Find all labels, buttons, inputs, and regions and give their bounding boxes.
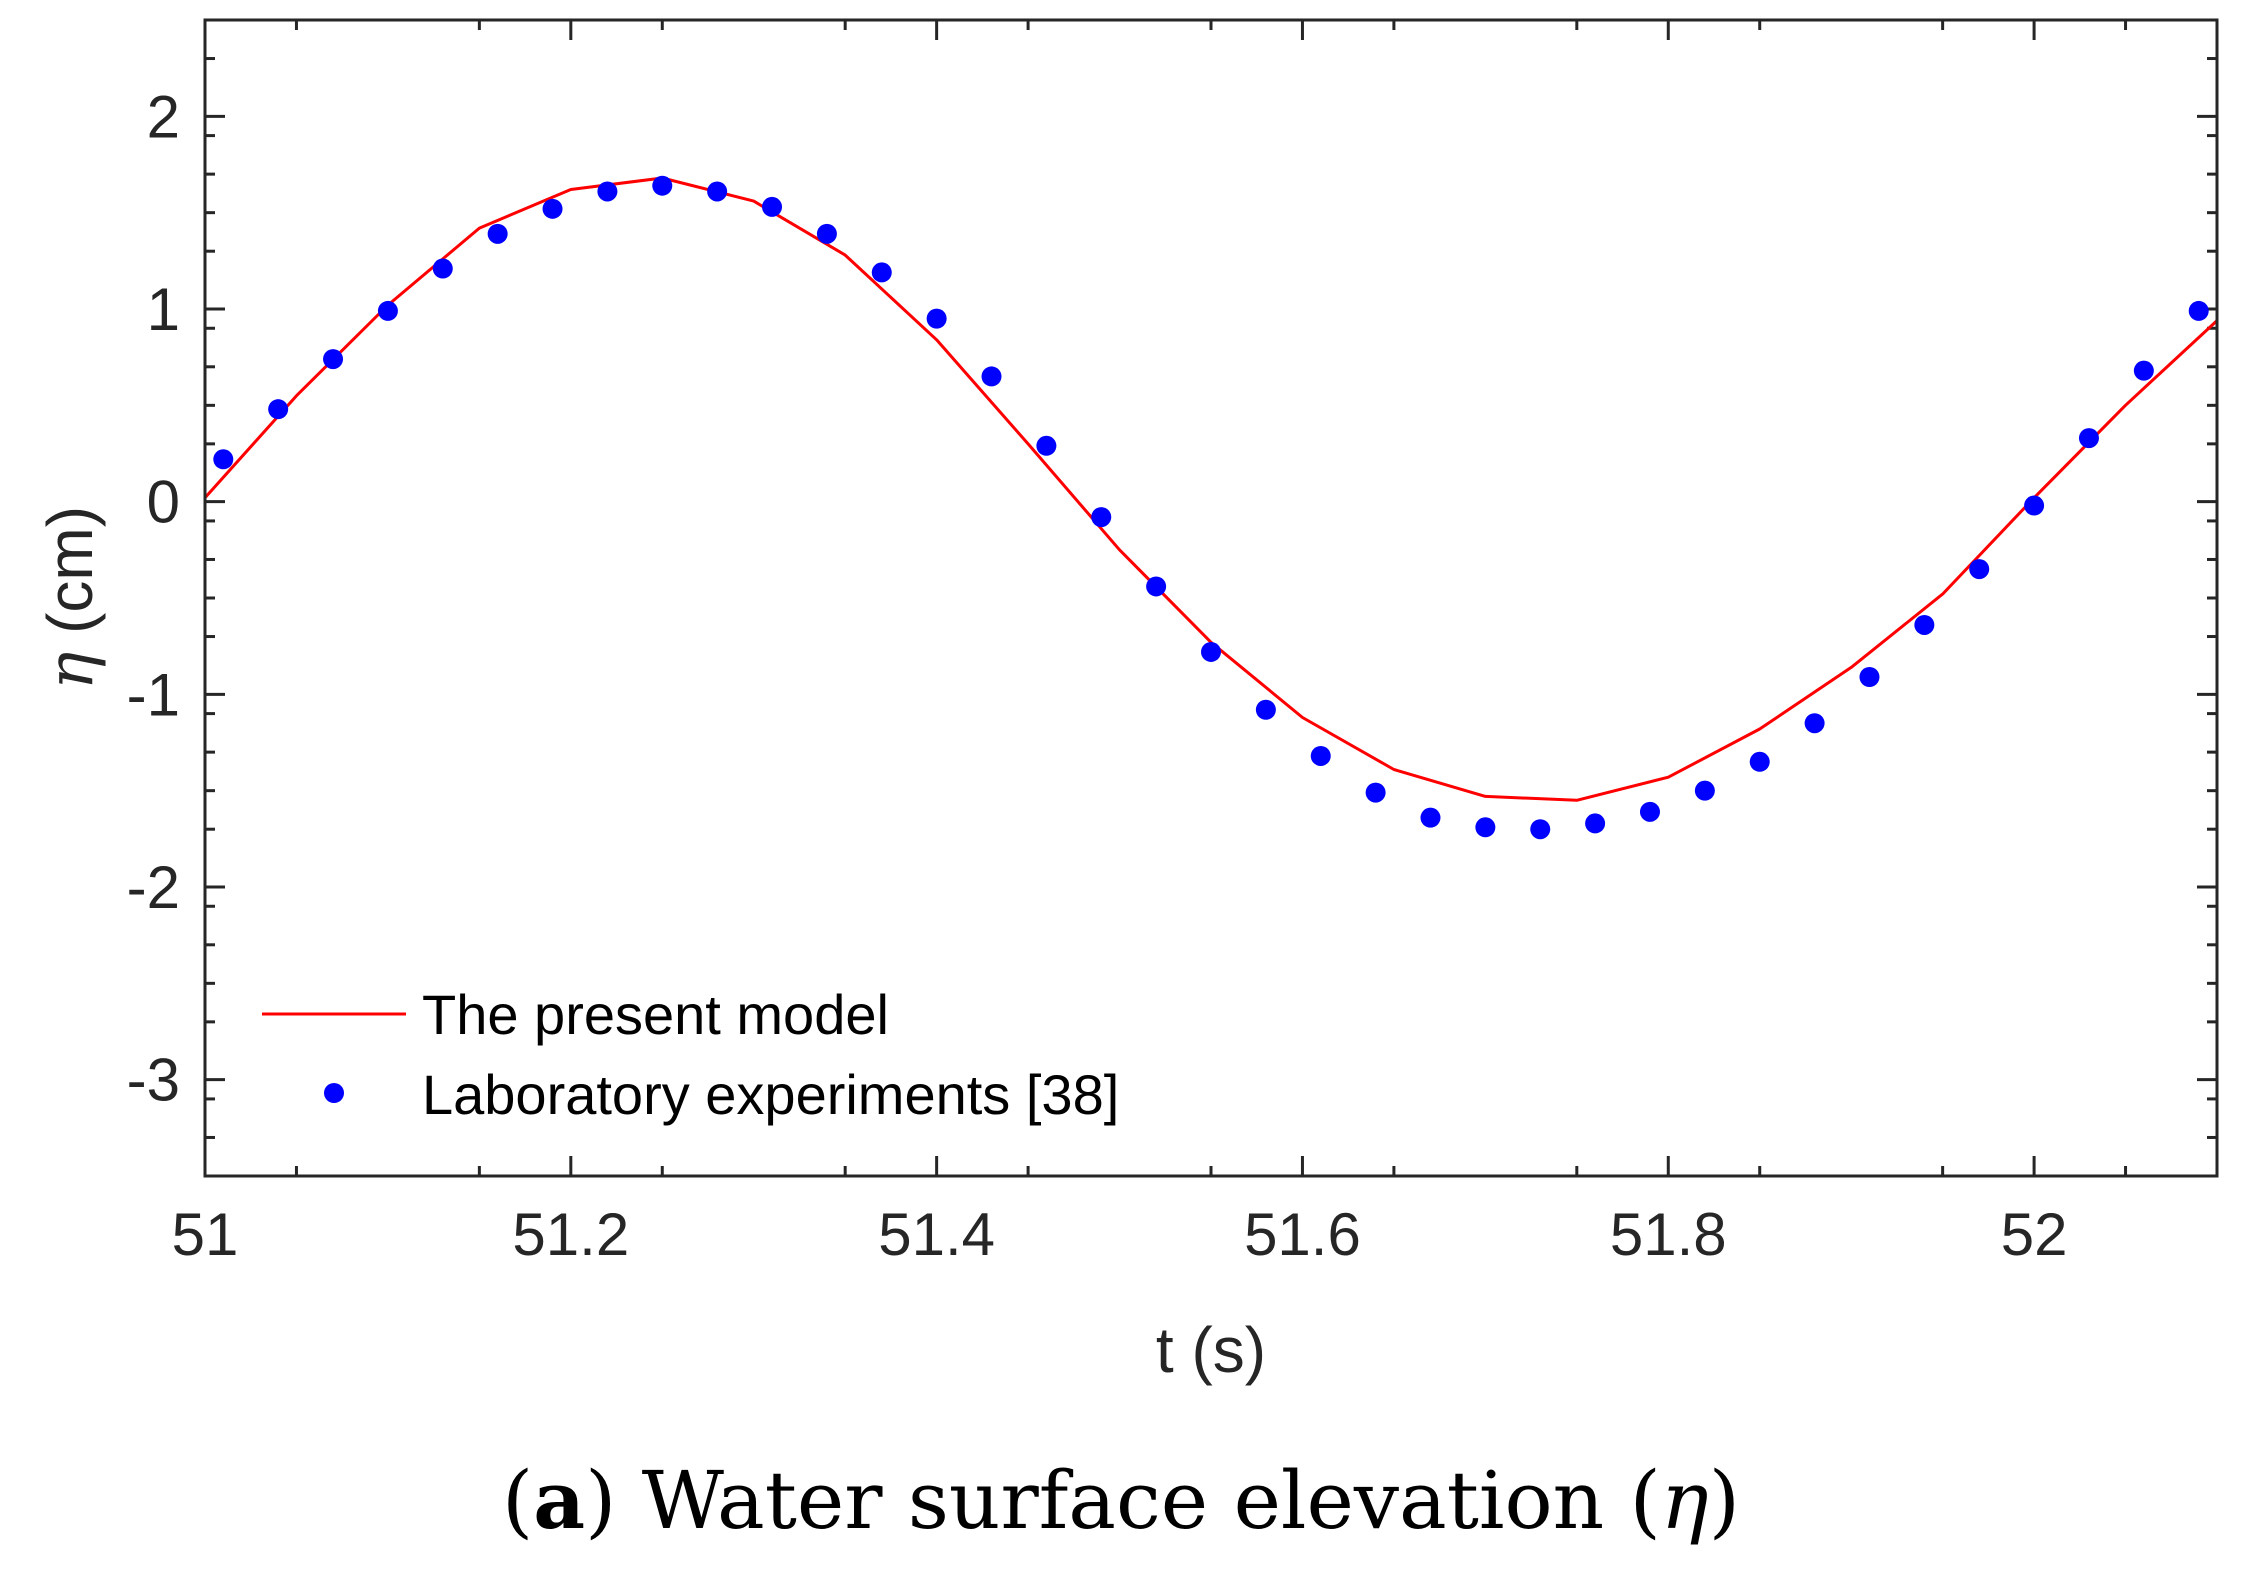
caption-symbol: η: [1661, 1454, 1709, 1547]
x-tick-labels: 51 51.2 51.4 51.6 51.8 52: [172, 1201, 2068, 1268]
plot-area-frame: [203, 18, 2219, 1178]
y-axis-label: η (cm): [34, 506, 108, 690]
data-point: [1969, 559, 1990, 580]
data-point: [1530, 819, 1551, 840]
caption: (a) Water surface elevation (η): [502, 1453, 1740, 1547]
data-point: [1365, 782, 1386, 803]
y-tick-label: 0: [147, 469, 180, 536]
data-point: [652, 175, 673, 196]
x-tick-label: 51.6: [1244, 1201, 1361, 1268]
caption-text: Water surface elevation (: [642, 1454, 1661, 1547]
x-axis-label: t (s): [1156, 1314, 1266, 1386]
data-point: [762, 196, 783, 217]
data-point: [2188, 300, 2209, 321]
x-tick-label: 51: [172, 1201, 239, 1268]
data-point: [268, 399, 289, 420]
data-point: [1585, 813, 1606, 834]
legend: The present model Laboratory experiments…: [262, 983, 1119, 1126]
x-tick-label: 52: [2001, 1201, 2068, 1268]
y-tick-label: 1: [147, 276, 180, 343]
data-point: [1694, 780, 1715, 801]
data-point: [1036, 435, 1057, 456]
caption-label: a: [533, 1453, 585, 1547]
y-tick-label: -1: [127, 661, 180, 728]
y-tick-label: -3: [127, 1047, 180, 1114]
x-tick-label: 51.2: [512, 1201, 629, 1268]
caption-paren-open: (: [502, 1454, 533, 1547]
data-point: [871, 262, 892, 283]
data-point: [1804, 713, 1825, 734]
data-point: [1146, 576, 1167, 597]
data-point: [926, 308, 947, 329]
y-axis-label-unit: (cm): [34, 506, 106, 652]
data-point: [1420, 807, 1441, 828]
legend-label-model: The present model: [422, 983, 889, 1046]
plot-series: [203, 175, 2219, 840]
data-point: [323, 349, 344, 370]
data-point: [1091, 507, 1112, 528]
caption-close: ): [1709, 1454, 1740, 1547]
x-tick-label: 51.4: [878, 1201, 995, 1268]
data-point: [1310, 745, 1331, 766]
y-tick-label: -2: [127, 854, 180, 921]
data-point: [2133, 360, 2154, 381]
data-point: [597, 181, 618, 202]
data-point: [816, 223, 837, 244]
data-point: [213, 449, 234, 470]
x-tick-label: 51.8: [1610, 1201, 1727, 1268]
y-tick-label: 2: [147, 83, 180, 150]
data-point: [1859, 666, 1880, 687]
legend-label-experiments: Laboratory experiments [38]: [422, 1063, 1119, 1126]
data-point: [377, 300, 398, 321]
data-point: [1475, 817, 1496, 838]
data-point: [707, 181, 728, 202]
data-point: [432, 258, 453, 279]
data-point: [1255, 699, 1276, 720]
data-point: [1749, 751, 1770, 772]
data-point: [1201, 641, 1221, 662]
caption-paren-close: ): [585, 1454, 642, 1547]
legend-marker-swatch: [324, 1083, 344, 1103]
data-point: [1639, 801, 1660, 822]
data-point: [542, 198, 563, 219]
data-point: [1914, 614, 1935, 635]
data-point: [2078, 428, 2099, 449]
data-point: [981, 366, 1002, 387]
data-point: [487, 223, 508, 244]
y-axis-label-symbol: η: [34, 652, 108, 690]
y-tick-labels: 2 1 0 -1 -2 -3: [127, 83, 180, 1113]
data-point: [2024, 495, 2045, 516]
